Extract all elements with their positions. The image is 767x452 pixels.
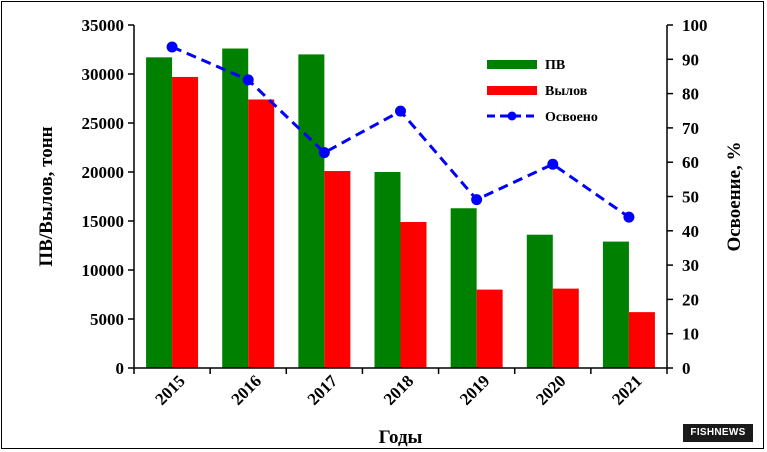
left-tick-label: 10000 xyxy=(82,261,125,280)
x-axis-ticks: 2015 2016 2017 2018 2019 2020 2021 xyxy=(133,368,668,409)
right-tick-label: 100 xyxy=(682,16,708,35)
left-tick-label: 30000 xyxy=(82,65,125,84)
bar-pv-2021 xyxy=(602,241,629,368)
bar-catch-2018 xyxy=(400,221,427,368)
bar-pv-2017 xyxy=(298,54,325,369)
right-tick-label: 20 xyxy=(682,290,699,309)
point-osvoeno-2021 xyxy=(623,211,635,223)
right-tick-label: 80 xyxy=(682,85,699,104)
bar-catch-2020 xyxy=(552,288,579,368)
x-tick-label: 2020 xyxy=(532,371,569,408)
legend-label: Вылов xyxy=(545,84,588,99)
left-axis-ticks: 0 5000 10000 15000 20000 25000 30000 35000 xyxy=(82,16,134,378)
bar-catch-2016 xyxy=(248,99,275,368)
legend-label: ПВ xyxy=(545,58,565,73)
x-tick-label: 2017 xyxy=(304,371,342,409)
left-tick-label: 35000 xyxy=(82,16,125,35)
x-tick-label: 2015 xyxy=(151,371,188,408)
right-tick-label: 30 xyxy=(682,256,699,275)
line-series-group xyxy=(166,41,635,223)
right-tick-label: 90 xyxy=(682,50,699,69)
fishnews-logo: FISHNEWS xyxy=(683,424,753,442)
right-tick-label: 10 xyxy=(682,325,699,344)
bar-pv-2016 xyxy=(222,48,249,369)
bars-group xyxy=(146,48,655,369)
x-tick-label: 2019 xyxy=(456,371,493,408)
bar-catch-2021 xyxy=(628,312,655,368)
x-tick-label: 2021 xyxy=(608,371,645,408)
legend-swatch xyxy=(487,86,537,95)
right-tick-label: 60 xyxy=(682,153,699,172)
left-tick-label: 25000 xyxy=(82,114,125,133)
right-tick-label: 70 xyxy=(682,119,699,138)
point-osvoeno-2017 xyxy=(318,147,330,159)
legend-swatch xyxy=(487,60,537,69)
point-osvoeno-2015 xyxy=(166,41,178,53)
legend-marker xyxy=(507,111,517,121)
y2-axis-title: Освоение, % xyxy=(724,141,745,251)
right-axis-ticks: 0 10 20 30 40 50 60 70 80 90 100 xyxy=(667,16,708,378)
y-axis-title: ПВ/Вылов, тонн xyxy=(36,126,57,266)
bar-catch-2019 xyxy=(476,289,503,368)
point-osvoeno-2018 xyxy=(395,105,406,117)
x-tick-label: 2018 xyxy=(380,371,417,408)
legend: ПВ Вылов Освоено xyxy=(487,58,598,125)
bar-pv-2018 xyxy=(374,172,401,368)
bar-catch-2015 xyxy=(172,76,199,368)
bar-pv-2019 xyxy=(450,208,477,368)
bar-catch-2017 xyxy=(324,171,351,368)
left-tick-label: 20000 xyxy=(82,163,125,182)
left-tick-label: 0 xyxy=(116,359,125,378)
x-axis-title: Годы xyxy=(379,427,423,448)
right-tick-label: 40 xyxy=(682,222,699,241)
bar-pv-2020 xyxy=(526,234,553,368)
point-osvoeno-2019 xyxy=(471,194,483,206)
x-tick-label: 2016 xyxy=(228,371,265,408)
right-tick-label: 0 xyxy=(682,359,691,378)
legend-label: Освоено xyxy=(545,110,598,125)
left-tick-label: 5000 xyxy=(90,310,124,329)
point-osvoeno-2020 xyxy=(547,158,559,170)
right-tick-label: 50 xyxy=(682,188,699,207)
left-tick-label: 15000 xyxy=(82,212,125,231)
point-osvoeno-2016 xyxy=(242,74,254,86)
bar-pv-2015 xyxy=(146,57,173,369)
